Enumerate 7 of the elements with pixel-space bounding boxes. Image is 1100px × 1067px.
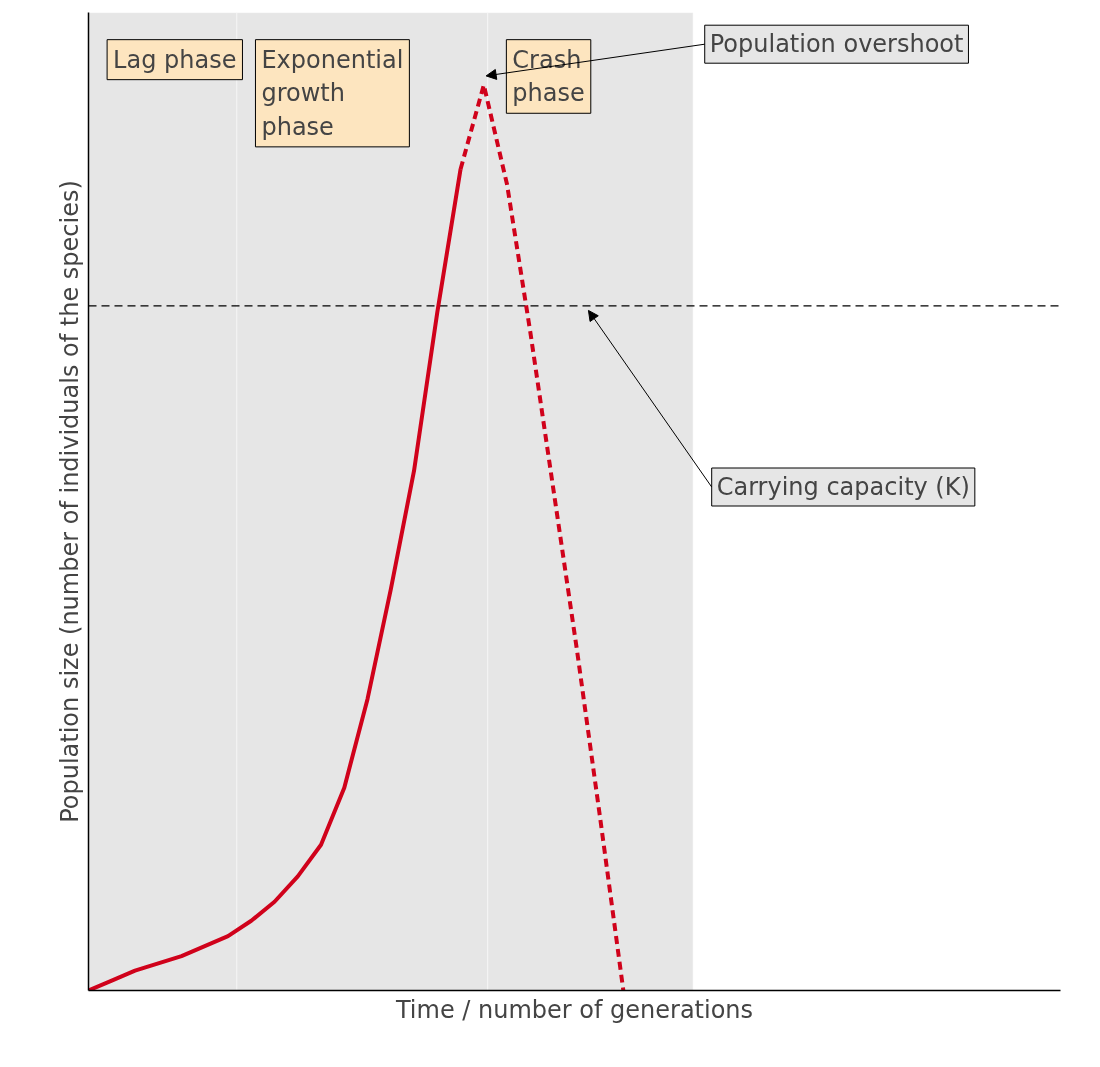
text: Lag phase (113, 45, 237, 74)
x-axis-title: Time / number of generations (394, 995, 754, 1024)
annotation: Crash phase (512, 45, 585, 108)
y-axis-title: Population size (number of individuals of the species) (55, 180, 84, 823)
annotation: Exponential growth phase (261, 45, 404, 141)
text: Population overshoot (709, 30, 964, 59)
ref-line-label: Carrying capacity (K) (716, 473, 970, 502)
